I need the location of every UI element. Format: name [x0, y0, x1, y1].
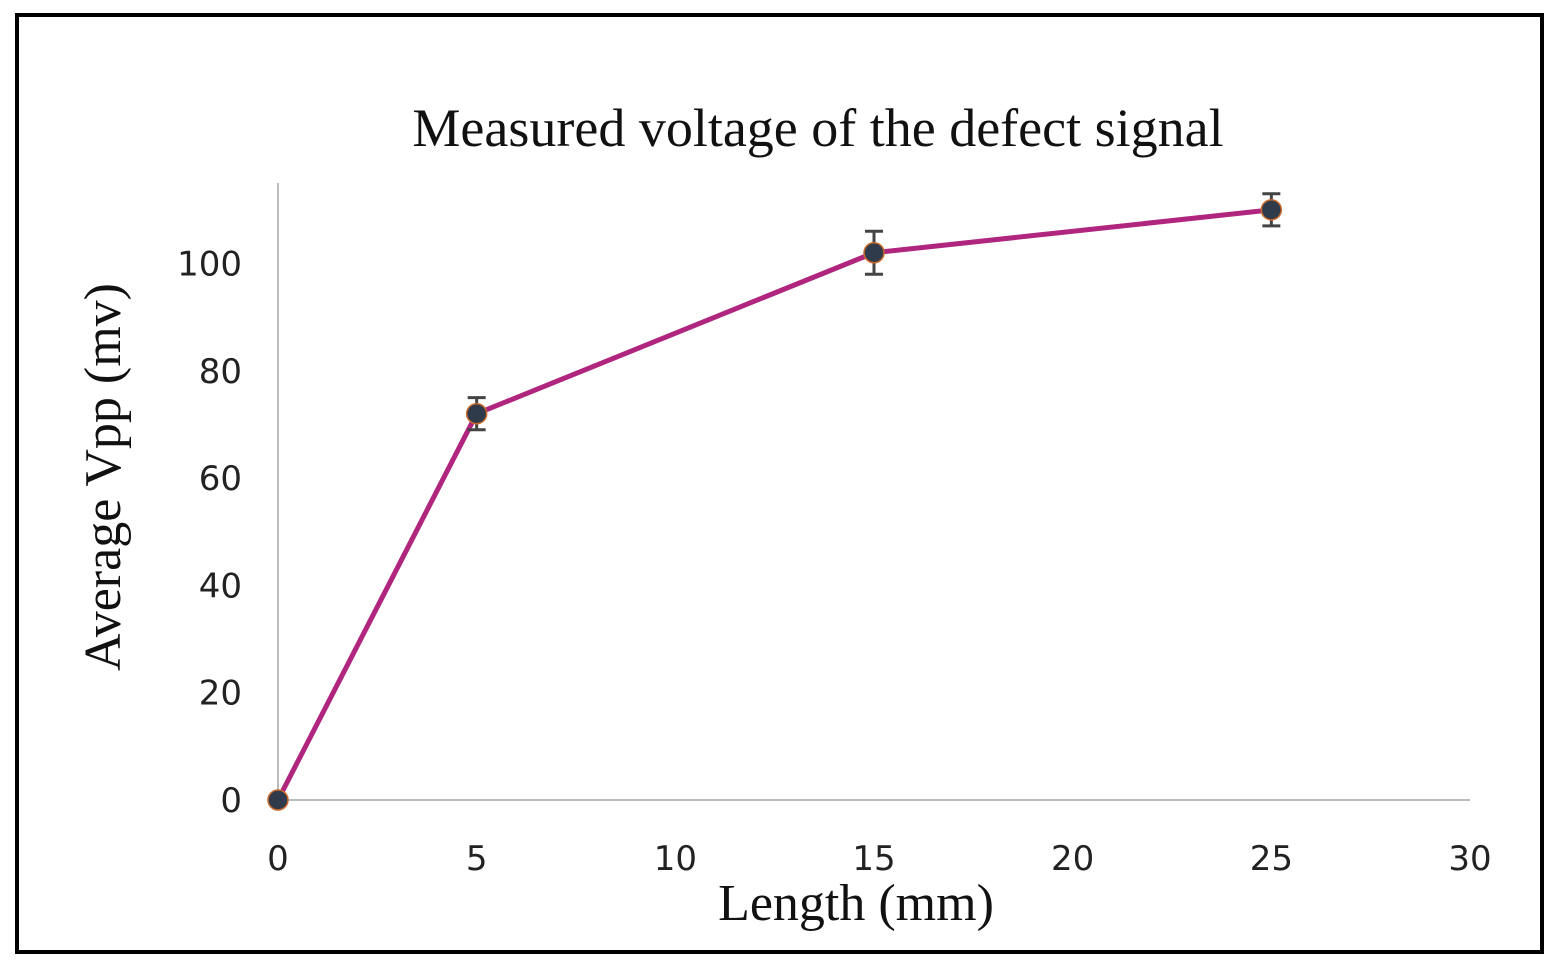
x-axis-label: Length (mm) — [718, 875, 994, 932]
x-tick-label: 0 — [267, 839, 289, 879]
y-tick-label: 20 — [199, 674, 242, 714]
y-tick-label: 60 — [199, 459, 242, 499]
x-tick-label: 5 — [466, 839, 488, 879]
x-tick-label: 20 — [1051, 839, 1094, 879]
marker — [1260, 199, 1283, 221]
marker — [465, 402, 488, 425]
y-tick-label: 40 — [199, 566, 242, 606]
x-tick-label: 25 — [1250, 839, 1293, 879]
y-axis-label: Average Vpp (mv) — [75, 283, 132, 671]
marker — [863, 241, 885, 264]
y-tick-label: 100 — [177, 244, 242, 284]
marker — [267, 789, 289, 811]
data-line — [275, 207, 1272, 802]
y-tick-label: 80 — [199, 352, 242, 392]
chart-title: Measured voltage of the defect signal — [412, 98, 1223, 158]
x-tick-label: 30 — [1448, 839, 1491, 879]
x-tick-label: 10 — [654, 839, 697, 879]
x-tick-label: 15 — [852, 839, 895, 879]
y-tick-label: 0 — [220, 781, 242, 821]
